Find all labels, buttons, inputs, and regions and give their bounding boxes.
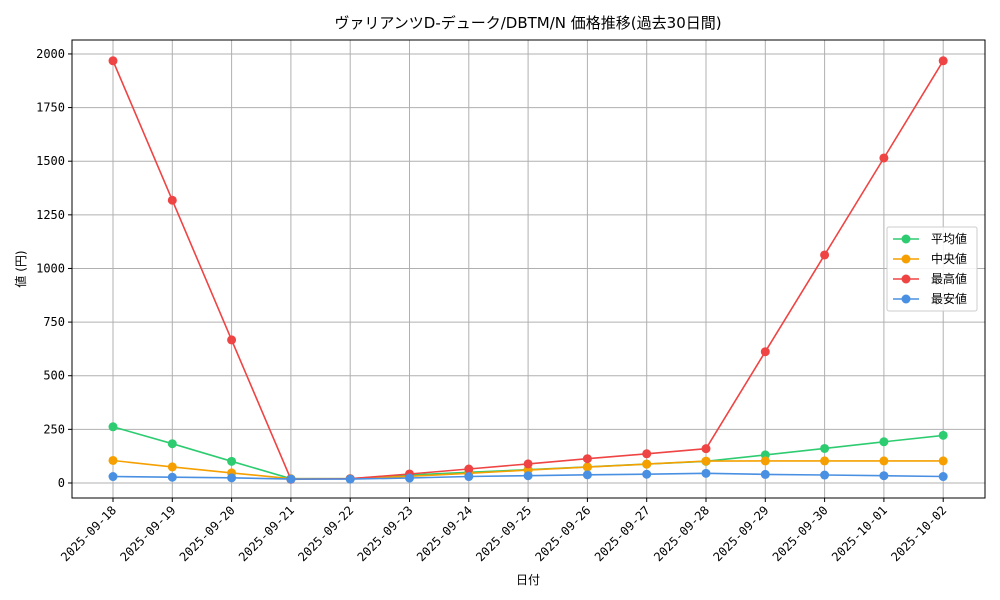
y-tick-label: 0: [58, 476, 65, 490]
data-point: [464, 472, 474, 482]
data-point: [820, 470, 830, 480]
legend-item: 最高値: [893, 271, 967, 286]
data-point: [345, 474, 355, 484]
data-point: [227, 335, 237, 345]
legend-label: 平均値: [931, 231, 967, 246]
chart-title: ヴァリアンツD-デューク/DBTM/N 価格推移(過去30日間): [334, 14, 721, 32]
data-point: [108, 472, 118, 482]
data-point: [642, 459, 652, 469]
legend-item: 最安値: [893, 291, 967, 306]
data-point: [701, 468, 711, 478]
series-3: [108, 468, 948, 484]
data-point: [582, 454, 592, 464]
x-tick-label: 2025-09-25: [473, 503, 534, 564]
x-tick-label: 2025-09-28: [651, 503, 712, 564]
data-point: [286, 474, 296, 484]
x-tick-label: 2025-09-27: [592, 503, 653, 564]
data-point: [879, 437, 889, 447]
legend-marker: [901, 254, 911, 264]
data-point: [820, 250, 830, 260]
legend-marker: [901, 234, 911, 244]
data-point: [820, 456, 830, 466]
data-point: [642, 449, 652, 459]
data-point: [820, 443, 830, 453]
x-tick-label: 2025-09-23: [355, 503, 416, 564]
x-tick-label: 2025-09-30: [770, 503, 831, 564]
y-tick-label: 1000: [36, 261, 65, 275]
series-layer: [108, 56, 948, 484]
data-point: [523, 459, 533, 469]
y-tick-label: 250: [43, 422, 65, 436]
legend-label: 最高値: [931, 271, 967, 286]
data-point: [405, 473, 414, 483]
data-point: [167, 195, 177, 205]
x-tick-label: 2025-09-22: [295, 503, 356, 564]
data-point: [701, 444, 711, 454]
legend-item: 中央値: [893, 251, 967, 266]
legend-item: 平均値: [893, 231, 967, 246]
y-tick-label: 750: [43, 315, 65, 329]
y-tick-label: 1250: [36, 208, 65, 222]
data-point: [523, 471, 533, 481]
x-tick-label: 2025-09-21: [236, 503, 297, 564]
data-point: [938, 456, 948, 466]
legend-label: 中央値: [931, 251, 967, 266]
data-point: [464, 464, 474, 474]
data-point: [582, 462, 592, 472]
data-point: [879, 456, 889, 466]
legend-box: [886, 226, 978, 312]
x-tick-label: 2025-09-20: [177, 503, 238, 564]
x-tick-label: 2025-10-01: [829, 503, 890, 564]
data-point: [760, 469, 770, 479]
data-point: [227, 456, 237, 466]
x-tick-label: 2025-09-24: [414, 503, 475, 564]
legend-marker: [901, 294, 911, 304]
data-point: [701, 456, 711, 466]
data-point: [108, 56, 118, 66]
x-tick-label: 2025-09-18: [58, 503, 119, 564]
x-tick-label: 2025-09-26: [533, 503, 594, 564]
data-point: [938, 430, 948, 440]
y-axis-title: 値 (円): [13, 250, 28, 287]
data-point: [760, 347, 770, 357]
data-point: [167, 472, 177, 482]
y-tick-label: 500: [43, 369, 65, 383]
legend-marker: [901, 274, 911, 284]
legend-label: 最安値: [931, 291, 967, 306]
data-point: [760, 456, 770, 466]
y-tick-label: 1500: [36, 154, 65, 168]
data-point: [879, 153, 889, 163]
x-tick-label: 2025-09-29: [710, 503, 771, 564]
data-point: [108, 455, 118, 465]
data-point: [227, 473, 237, 483]
data-point: [167, 462, 177, 472]
data-point: [642, 469, 652, 479]
x-axis: 2025-09-182025-09-192025-09-202025-09-21…: [58, 498, 949, 564]
y-tick-label: 1750: [36, 101, 65, 115]
x-axis-title: 日付: [516, 573, 540, 587]
data-point: [938, 472, 948, 482]
data-point: [108, 422, 118, 432]
grid-layer: [72, 40, 985, 498]
y-axis: 0 250 500 750 1000 1250 1500 1750 2000: [36, 47, 72, 490]
y-tick-label: 2000: [36, 47, 65, 61]
data-point: [167, 439, 177, 449]
data-point: [938, 56, 948, 66]
data-point: [582, 470, 592, 480]
x-tick-label: 2025-09-19: [117, 503, 178, 564]
data-point: [879, 471, 889, 481]
x-tick-label: 2025-10-02: [888, 503, 949, 564]
